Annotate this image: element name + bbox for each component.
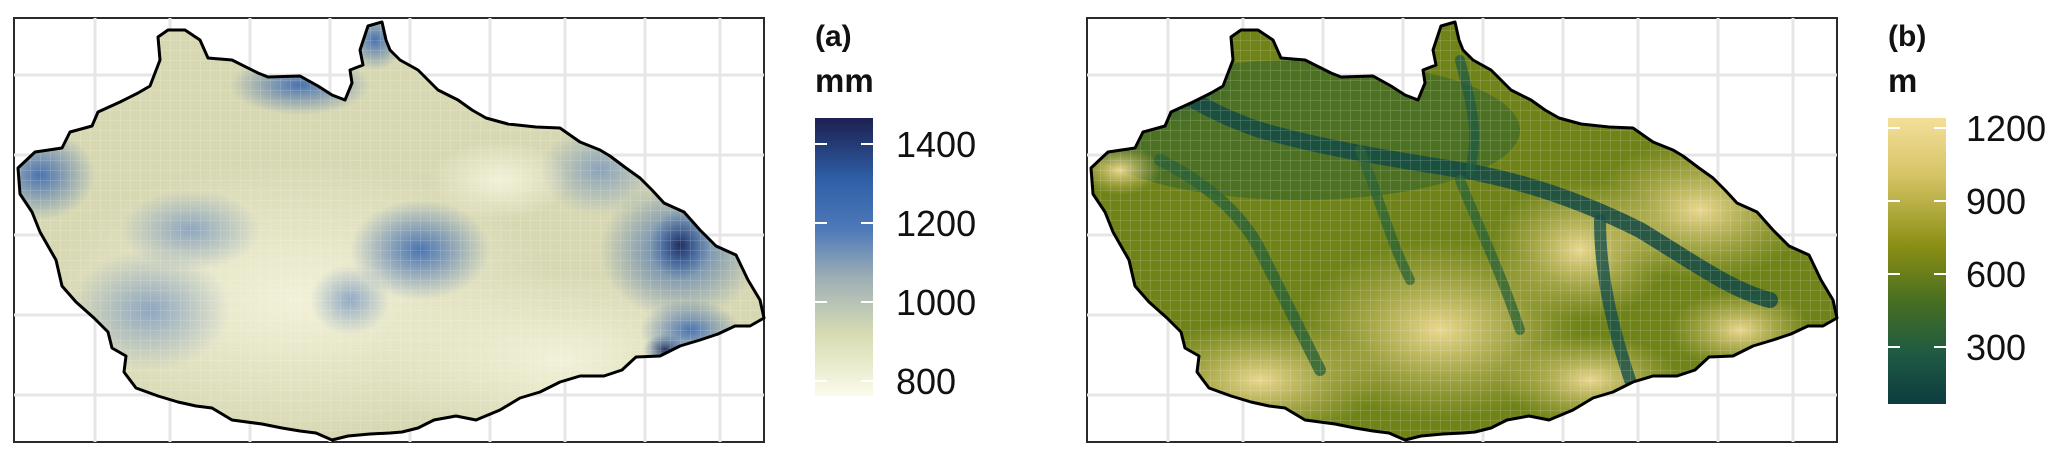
panel-a-unit: mm [815, 62, 874, 99]
colorbar-b-tick-label: 600 [1966, 254, 2027, 295]
colorbar-b-ticks [1888, 127, 1946, 348]
colorbar-a-tick-label: 1400 [896, 124, 977, 165]
panel-b-label: (b) [1888, 20, 1927, 53]
colorbar-a [815, 118, 873, 396]
panel-b-unit: m [1888, 62, 1918, 99]
colorbar-a-ticks [815, 143, 873, 382]
panel-a-map [13, 17, 766, 443]
colorbar-b-tick-label: 900 [1966, 181, 2027, 222]
panel-a-label: (a) [815, 20, 852, 53]
colorbar-b-tick-label: 1200 [1966, 108, 2047, 149]
colorbar-b [1888, 118, 1946, 404]
colorbar-a-tick-label: 800 [896, 361, 957, 402]
colorbar-a-tick-label: 1000 [896, 282, 977, 323]
panel-b-map [1086, 17, 1839, 443]
colorbar-a-tick-label: 1200 [896, 203, 977, 244]
colorbar-b-tick-label: 300 [1966, 327, 2027, 368]
